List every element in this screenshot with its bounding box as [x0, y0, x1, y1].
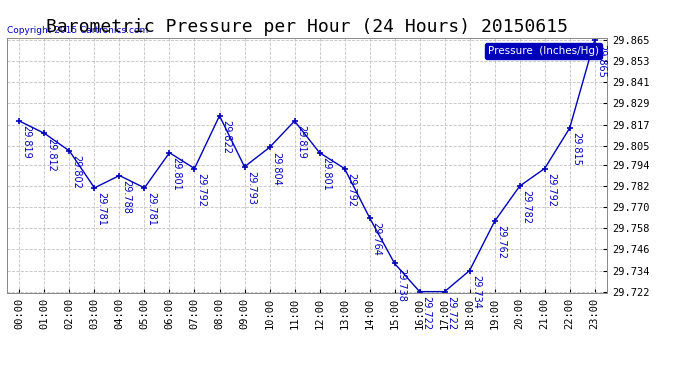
Text: 29.781: 29.781 — [146, 192, 157, 226]
Text: 29.804: 29.804 — [271, 152, 282, 185]
Text: 29.801: 29.801 — [171, 157, 181, 190]
Text: 29.819: 29.819 — [21, 125, 31, 159]
Text: 29.793: 29.793 — [246, 171, 257, 205]
Text: 29.781: 29.781 — [97, 192, 106, 226]
Text: 29.801: 29.801 — [322, 157, 331, 190]
Text: 29.722: 29.722 — [422, 296, 431, 330]
Text: Copyright 2015 Cartronics.com: Copyright 2015 Cartronics.com — [7, 26, 148, 35]
Text: 29.802: 29.802 — [71, 155, 81, 189]
Text: 29.812: 29.812 — [46, 138, 57, 171]
Legend: Pressure  (Inches/Hg): Pressure (Inches/Hg) — [485, 43, 602, 59]
Text: 29.819: 29.819 — [297, 125, 306, 159]
Text: 29.738: 29.738 — [397, 268, 406, 302]
Text: 29.762: 29.762 — [497, 225, 506, 260]
Text: 29.788: 29.788 — [121, 180, 131, 214]
Text: 29.722: 29.722 — [446, 296, 457, 330]
Text: 29.822: 29.822 — [221, 120, 231, 154]
Text: 29.792: 29.792 — [546, 172, 557, 207]
Text: 29.764: 29.764 — [371, 222, 382, 256]
Text: 29.734: 29.734 — [471, 274, 482, 309]
Text: 29.792: 29.792 — [346, 172, 357, 207]
Text: 29.815: 29.815 — [571, 132, 582, 166]
Text: 29.792: 29.792 — [197, 172, 206, 207]
Text: 29.782: 29.782 — [522, 190, 531, 224]
Title: Barometric Pressure per Hour (24 Hours) 20150615: Barometric Pressure per Hour (24 Hours) … — [46, 18, 568, 36]
Text: 29.865: 29.865 — [597, 44, 607, 78]
